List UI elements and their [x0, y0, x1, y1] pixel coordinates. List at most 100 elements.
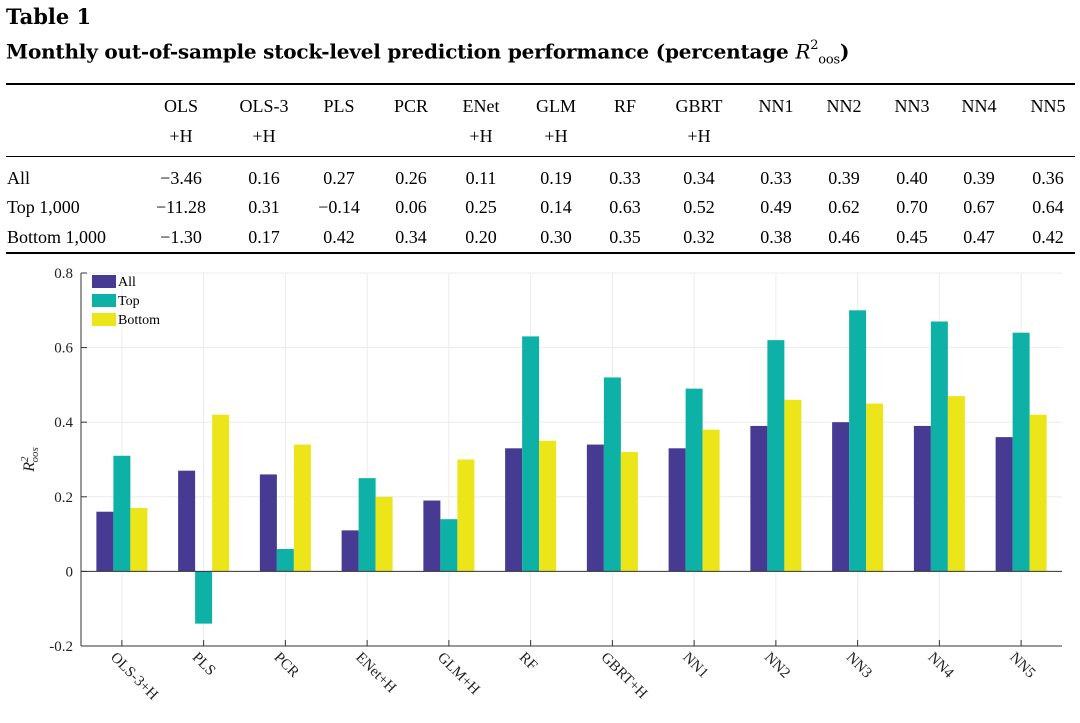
bar-all [505, 448, 523, 572]
bar-bottom [539, 440, 557, 572]
x-tick-label: PCR [271, 650, 302, 681]
bar-bottom [130, 507, 148, 572]
col-header: PLS [323, 96, 355, 116]
x-tick-label: GBRT+H [598, 650, 651, 703]
caption-var: R [795, 39, 811, 64]
bar-all [423, 500, 441, 572]
bar-bottom [947, 396, 965, 572]
col-header: GLM [536, 96, 576, 116]
y-tick-label: 0.2 [54, 490, 73, 506]
bar-all [668, 448, 686, 572]
bar-top [685, 388, 703, 572]
table-cell: 0.20 [465, 227, 497, 247]
x-tick-label: RF [516, 650, 540, 674]
table-mid-rule [6, 156, 1075, 157]
col-header-sub: +H [687, 126, 711, 146]
y-axis-label: R2oos [19, 447, 41, 473]
table-cell: 0.32 [683, 227, 715, 247]
table-cell: 0.27 [323, 168, 355, 188]
table-cell: 0.63 [609, 197, 641, 217]
bar-top [440, 519, 458, 572]
bar-top [195, 571, 213, 624]
table-cell: 0.45 [896, 227, 928, 247]
col-header: NN3 [894, 96, 930, 116]
table-cell: 0.06 [395, 197, 427, 217]
bar-all [178, 470, 196, 572]
bar-top [113, 455, 131, 572]
table-cell: −1.30 [160, 227, 202, 247]
bar-bottom [620, 452, 638, 572]
bar-all [96, 511, 114, 572]
caption-close: ) [840, 39, 850, 64]
y-tick-label: 0 [66, 564, 74, 580]
table-cell: 0.40 [896, 168, 928, 188]
y-tick-label: 0.4 [54, 415, 73, 431]
bar-top [522, 336, 540, 572]
y-tick-label: 0.6 [54, 341, 73, 357]
col-header-sub: +H [544, 126, 568, 146]
col-header: NN5 [1030, 96, 1066, 116]
bar-all [995, 437, 1013, 572]
x-tick-label: NN4 [925, 650, 957, 682]
col-header-sub: +H [469, 126, 493, 146]
caption-text: Monthly out-of-sample stock-level predic… [6, 39, 796, 64]
bar-top [930, 321, 948, 572]
table-cell: 0.49 [760, 197, 792, 217]
x-tick-label: NN2 [761, 650, 793, 682]
bar-all [586, 444, 604, 572]
table-cell: 0.34 [683, 168, 715, 188]
table-cell: 0.34 [395, 227, 427, 247]
table-cell: 0.33 [760, 168, 792, 188]
bar-top [603, 377, 621, 572]
table-cell: 0.11 [465, 168, 497, 188]
col-header: ENet [462, 96, 500, 116]
table-cell: 0.19 [540, 168, 572, 188]
bar-all [259, 474, 277, 572]
col-header-sub: +H [169, 126, 193, 146]
x-tick-label: ENet+H [352, 650, 399, 697]
row-label: Top 1,000 [7, 197, 80, 217]
caption-sup: 2 [810, 38, 819, 53]
table-cell: 0.17 [248, 227, 280, 247]
row-label: Bottom 1,000 [7, 227, 107, 247]
table-cell: 0.36 [1032, 168, 1064, 188]
bar-top [767, 340, 785, 572]
table-cell: 0.26 [395, 168, 427, 188]
table-cell: 0.33 [609, 168, 641, 188]
col-header: NN1 [758, 96, 794, 116]
bar-chart: -0.2 0 0.2 0.4 0.6 0.8 OLS-3+H PLS PCR ENet+H GLM+… [19, 266, 1062, 703]
legend-label-top: Top [118, 294, 140, 309]
table-cell: 0.14 [540, 197, 572, 217]
table-caption: Monthly out-of-sample stock-level predic… [6, 33, 849, 76]
bar-all [913, 425, 931, 572]
table-cell: 0.38 [760, 227, 792, 247]
bar-all [832, 422, 850, 572]
bar-top [276, 549, 294, 572]
table-cell: −3.46 [160, 168, 202, 188]
legend-label-bottom: Bottom [118, 313, 160, 328]
table-cell: 0.42 [323, 227, 355, 247]
col-header: OLS [163, 96, 198, 116]
x-tick-label: PLS [189, 650, 219, 680]
col-header: NN4 [961, 96, 997, 116]
table-bottom-rule [6, 252, 1075, 254]
table-cell: 0.39 [828, 168, 860, 188]
bar-all [341, 530, 359, 572]
table-cell: 0.47 [963, 227, 995, 247]
table-cell: 0.46 [828, 227, 860, 247]
table-cell: 0.70 [896, 197, 928, 217]
table-cell: −11.28 [156, 197, 206, 217]
table-label: Table 1 [6, 4, 92, 29]
bar-all [750, 425, 768, 572]
legend-swatch-all [92, 275, 116, 288]
bar-bottom [457, 459, 475, 572]
bar-bottom [375, 496, 393, 572]
x-tick-label: NN3 [843, 650, 875, 682]
bar-bottom [1029, 414, 1047, 572]
table-top-rule [6, 83, 1075, 85]
y-tick-label: 0.8 [54, 266, 73, 282]
table-cell: 0.64 [1032, 197, 1064, 217]
table-cell: 0.39 [963, 168, 995, 188]
table-cell: 0.42 [1032, 227, 1064, 247]
col-header: RF [613, 96, 637, 116]
